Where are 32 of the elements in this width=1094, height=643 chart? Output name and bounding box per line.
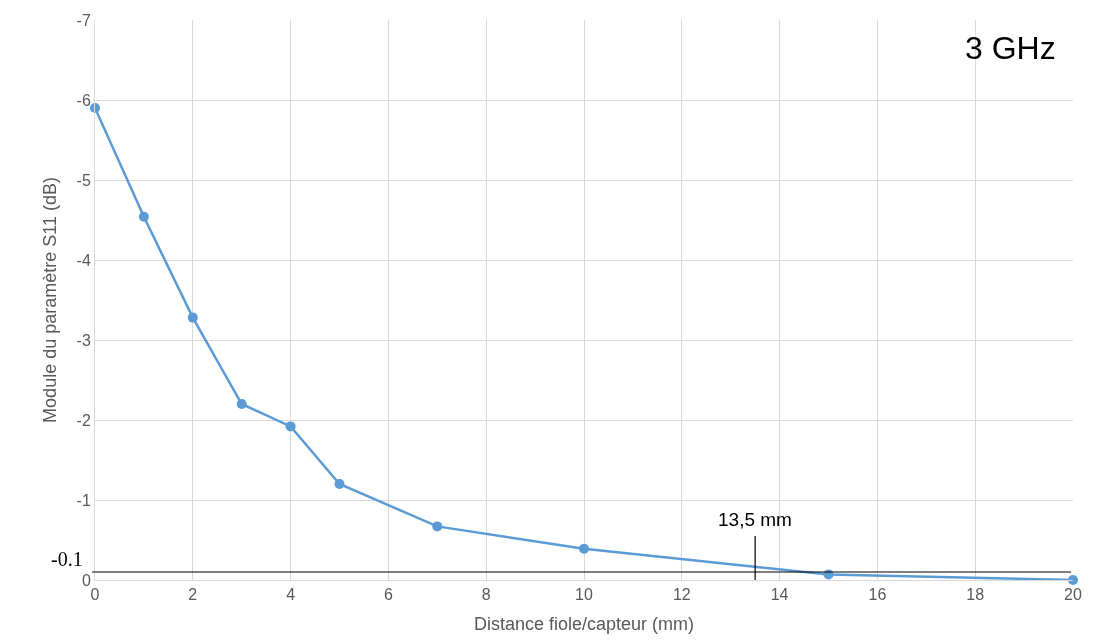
point	[1068, 575, 1078, 585]
x-tick-label: 20	[1064, 586, 1082, 604]
ref-line-label: 13,5 mm	[718, 509, 792, 530]
x-tick-label: 18	[966, 586, 985, 604]
point	[236, 399, 247, 409]
x-tick-label: 10	[575, 586, 593, 604]
x-tick-label: 12	[672, 586, 691, 604]
annotation: 3 GHz	[965, 30, 1056, 66]
point	[432, 521, 443, 532]
x-tick-label: 2	[188, 586, 198, 604]
y-tick-label: -2	[76, 411, 91, 429]
y-axis-title: Module du paramètre S11 (dB)	[39, 177, 60, 423]
ref-line-label: -0.1	[51, 548, 83, 570]
x-tick-label: 4	[286, 586, 296, 604]
x-tick-label: 14	[770, 586, 789, 604]
point	[579, 543, 589, 554]
x-axis-title: Distance fiole/capteur (mm)	[473, 614, 695, 635]
x-tick-label: 6	[383, 586, 393, 604]
y-tick-label: -1	[76, 491, 91, 509]
point	[187, 312, 198, 323]
y-tick-label: -5	[76, 171, 91, 189]
point	[90, 103, 100, 113]
y-tick-label: -4	[76, 251, 91, 269]
y-tick-label: -7	[76, 11, 91, 29]
x-tick-label: 8	[481, 586, 491, 604]
y-tick-label: 0	[81, 571, 91, 589]
point	[334, 479, 345, 489]
y-tick-label: -3	[76, 331, 91, 349]
y-tick-label: -6	[76, 91, 91, 109]
x-tick-label: 16	[868, 586, 887, 604]
point	[285, 421, 296, 432]
point	[138, 211, 149, 222]
